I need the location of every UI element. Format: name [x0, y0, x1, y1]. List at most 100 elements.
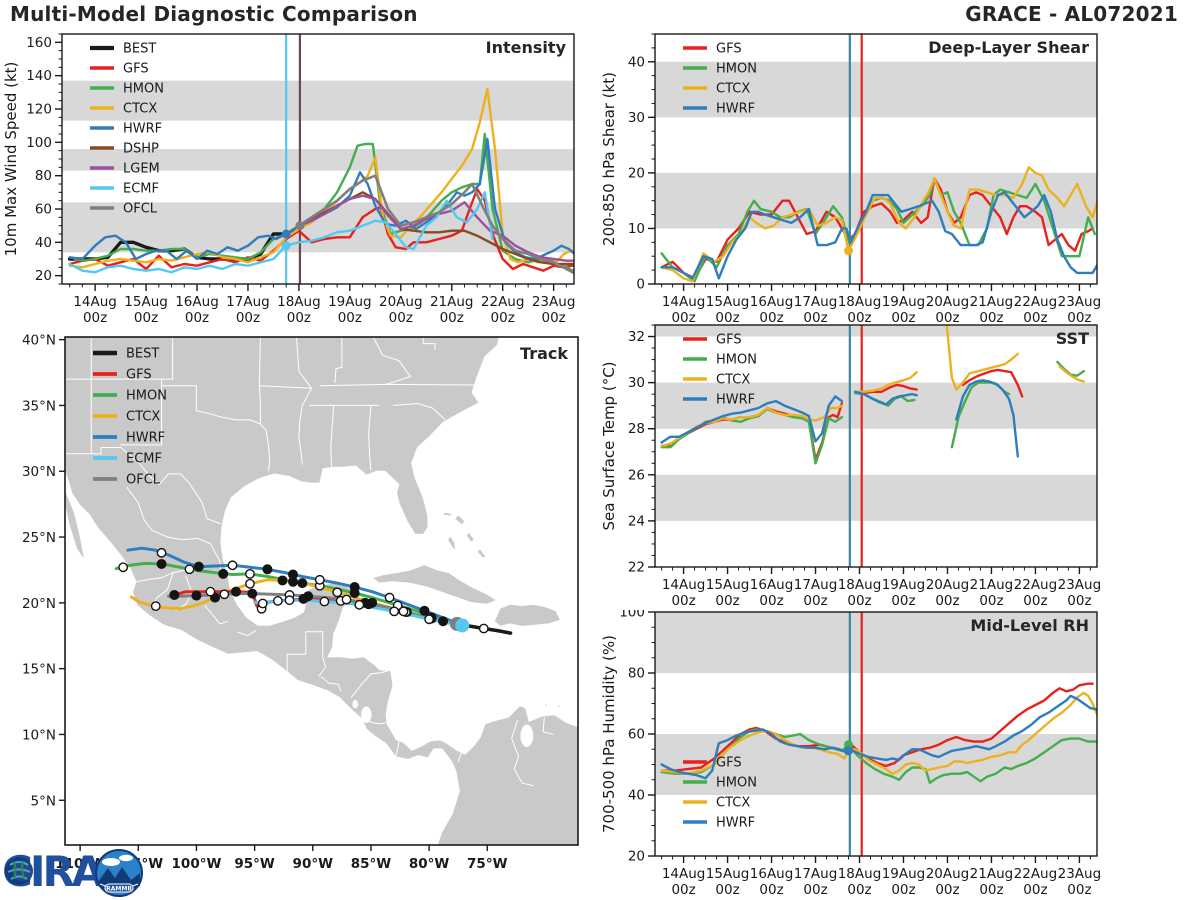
svg-text:00z: 00z [979, 593, 1003, 609]
svg-text:SST: SST [1056, 329, 1089, 348]
svg-text:00z: 00z [891, 310, 915, 326]
admin-border [286, 631, 327, 677]
svg-text:00z: 00z [1023, 310, 1047, 326]
shaded-band [655, 474, 1097, 521]
svg-text:00z: 00z [847, 882, 871, 898]
init-marker [281, 229, 291, 239]
svg-text:18Aug: 18Aug [838, 577, 882, 593]
admin-border [204, 605, 229, 625]
landmass [465, 530, 476, 544]
shaded-band [655, 612, 1097, 673]
svg-text:00z: 00z [1067, 310, 1091, 326]
svg-text:19Aug: 19Aug [882, 866, 926, 882]
legend-label-HWRF: HWRF [123, 122, 162, 137]
track-dot-24h [297, 578, 308, 589]
series-CTCX [68, 87, 574, 269]
admin-border [237, 630, 257, 637]
svg-text:20°N: 20°N [22, 596, 56, 612]
track-dot-24h [419, 605, 430, 616]
svg-text:00z: 00z [1067, 882, 1091, 898]
svg-text:21Aug: 21Aug [970, 294, 1014, 310]
svg-text:120: 120 [26, 102, 52, 118]
svg-text:14Aug: 14Aug [662, 866, 706, 882]
svg-text:23Aug: 23Aug [1058, 577, 1102, 593]
svg-text:15Aug: 15Aug [706, 294, 750, 310]
track-dot-24h [218, 568, 229, 579]
legend-label-GFS: GFS [716, 42, 742, 57]
svg-text:21Aug: 21Aug [970, 577, 1014, 593]
admin-border [126, 486, 153, 531]
admin-border [161, 385, 261, 425]
svg-text:20: 20 [628, 165, 645, 181]
svg-text:22Aug: 22Aug [1014, 866, 1058, 882]
legend-label-HMON: HMON [123, 82, 164, 97]
deep-layer-shear-chart: 14Aug 00z 15Aug 00z 16Aug 00z 17Aug 00z 18Aug 00z… [600, 28, 1200, 330]
svg-text:18Aug: 18Aug [838, 294, 882, 310]
svg-text:Deep-Layer Shear: Deep-Layer Shear [928, 38, 1089, 57]
admin-border [457, 751, 463, 763]
svg-text:00z: 00z [979, 310, 1003, 326]
legend-label-BEST: BEST [126, 347, 159, 362]
svg-text:00z: 00z [935, 593, 959, 609]
legend-label-OFCL: OFCL [126, 473, 161, 488]
series-ECMF [68, 191, 494, 274]
svg-text:00z: 00z [1067, 593, 1091, 609]
svg-text:21Aug: 21Aug [430, 294, 474, 310]
svg-text:00z: 00z [891, 882, 915, 898]
landmass [454, 513, 466, 526]
svg-text:14Aug: 14Aug [73, 294, 117, 310]
admin-border [298, 388, 313, 465]
svg-text:22Aug: 22Aug [481, 294, 525, 310]
track-dot-12h [284, 595, 295, 606]
legend-label-DSHP: DSHP [123, 142, 159, 157]
svg-text:00z: 00z [287, 310, 311, 326]
series-HWRF [660, 694, 1097, 780]
svg-text:00z: 00z [979, 882, 1003, 898]
legend-label-CTCX: CTCX [716, 373, 750, 388]
svg-text:100°W: 100°W [172, 856, 222, 872]
track-dot-12h [156, 547, 167, 558]
track-dot-12h [272, 595, 283, 606]
svg-text:20Aug: 20Aug [379, 294, 423, 310]
svg-text:60: 60 [628, 727, 645, 743]
landmass [556, 703, 562, 709]
track-dot-12h [332, 587, 343, 598]
svg-text:26: 26 [628, 467, 645, 483]
admin-border [209, 543, 222, 573]
svg-text:00z: 00z [83, 310, 107, 326]
svg-text:23Aug: 23Aug [1058, 866, 1102, 882]
series-GFS [68, 187, 574, 272]
admin-border [65, 447, 222, 525]
svg-text:19Aug: 19Aug [882, 577, 926, 593]
legend-label-HMON: HMON [716, 353, 757, 368]
admin-border [334, 337, 343, 384]
cira-rammb-logo: CIRA RAMMB [2, 840, 152, 900]
landmass [447, 534, 457, 554]
svg-text:00z: 00z [671, 882, 695, 898]
svg-text:00z: 00z [491, 310, 515, 326]
svg-text:00z: 00z [1023, 882, 1047, 898]
svg-text:16Aug: 16Aug [750, 577, 794, 593]
svg-text:Sea Surface Temp (°C): Sea Surface Temp (°C) [600, 361, 618, 530]
svg-text:21Aug: 21Aug [970, 866, 1014, 882]
track-dot-12h [118, 562, 129, 573]
init-marker [844, 746, 854, 756]
svg-text:80: 80 [628, 666, 645, 682]
admin-border [392, 402, 446, 421]
admin-border [259, 385, 312, 389]
svg-text:60: 60 [35, 202, 52, 218]
init-marker [844, 246, 854, 256]
svg-text:00z: 00z [759, 310, 783, 326]
track-dot-24h [247, 588, 258, 599]
svg-text:22Aug: 22Aug [1014, 577, 1058, 593]
legend-label-HMON: HMON [716, 62, 757, 77]
svg-text:15Aug: 15Aug [124, 294, 168, 310]
svg-text:140: 140 [26, 68, 52, 84]
svg-text:200-850 hPa Shear (kt): 200-850 hPa Shear (kt) [600, 72, 618, 246]
svg-text:22Aug: 22Aug [1014, 294, 1058, 310]
track-svg: 110°W105°W100°W95°W90°W85°W80°W75°W5°N10… [22, 333, 579, 872]
legend-label-HWRF: HWRF [716, 816, 755, 831]
svg-text:00z: 00z [935, 310, 959, 326]
shaded-band [62, 149, 574, 171]
track-dot-12h [150, 601, 161, 612]
